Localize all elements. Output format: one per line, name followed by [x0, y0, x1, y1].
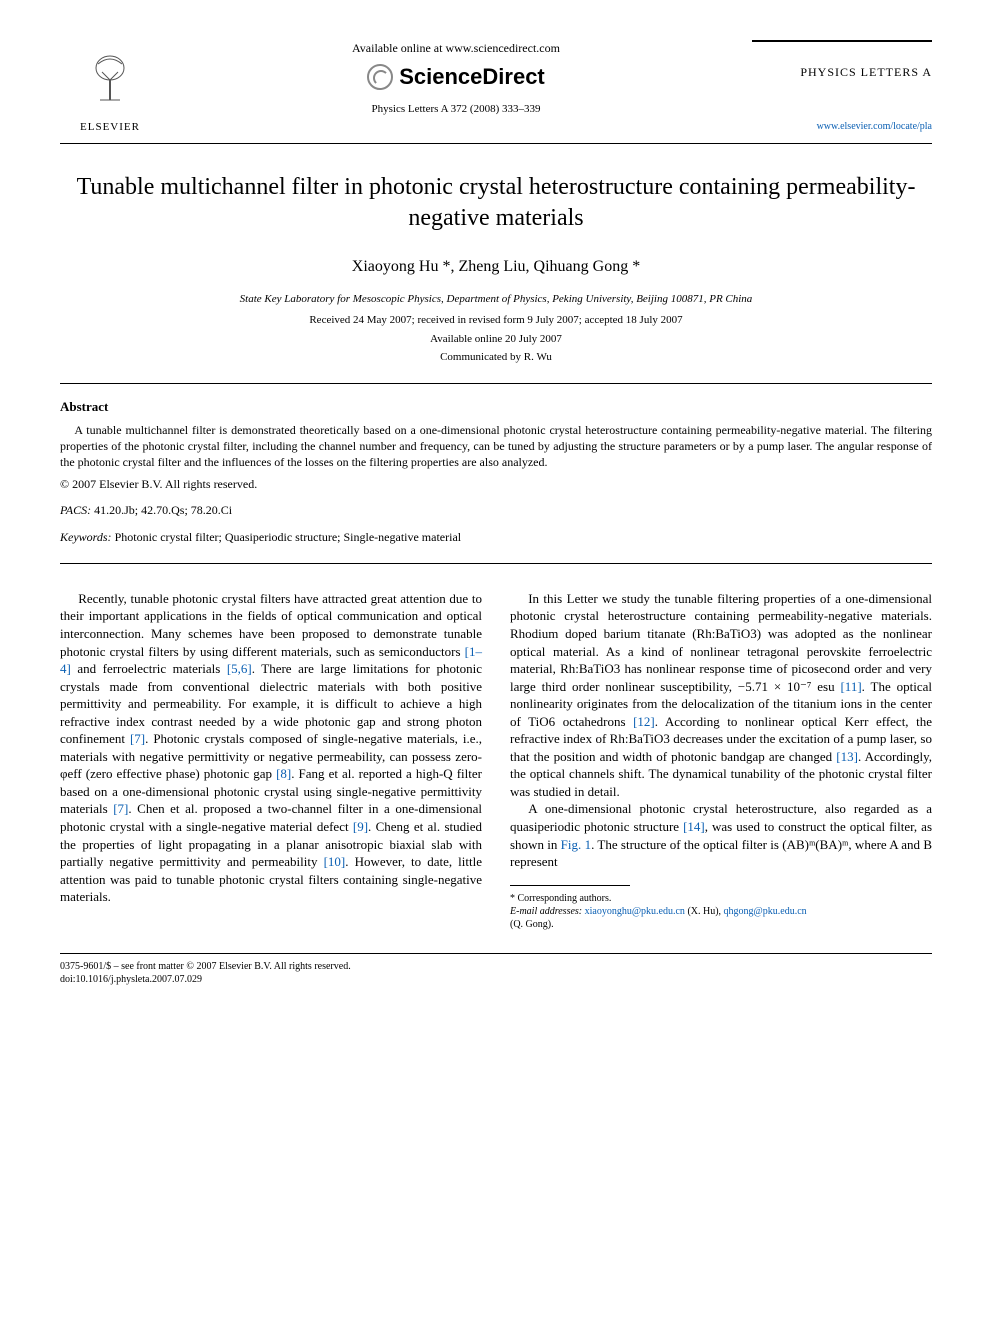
journal-reference: Physics Letters A 372 (2008) 333–339	[170, 102, 742, 117]
abstract-copyright: © 2007 Elsevier B.V. All rights reserved…	[60, 476, 932, 492]
header-right: PHYSICS LETTERS A www.elsevier.com/locat…	[752, 40, 932, 134]
email-label: E-mail addresses:	[510, 906, 582, 917]
paper-title: Tunable multichannel filter in photonic …	[60, 172, 932, 234]
page-header: ELSEVIER Available online at www.science…	[60, 40, 932, 135]
citation-link[interactable]: [14]	[683, 819, 705, 834]
elsevier-tree-icon	[60, 50, 160, 118]
corresponding-author-footnote: * Corresponding authors. E-mail addresse…	[510, 892, 932, 931]
abstract-heading: Abstract	[60, 398, 932, 416]
keywords-line: Keywords: Photonic crystal filter; Quasi…	[60, 529, 932, 545]
pacs-label: PACS:	[60, 503, 91, 517]
affiliation: State Key Laboratory for Mesoscopic Phys…	[60, 292, 932, 307]
corresponding-label: * Corresponding authors.	[510, 892, 932, 905]
abstract-text: A tunable multichannel filter is demonst…	[60, 422, 932, 471]
keywords-label: Keywords:	[60, 530, 112, 544]
citation-link[interactable]: [9]	[353, 819, 368, 834]
authors-line: Xiaoyong Hu *, Zheng Liu, Qihuang Gong *	[60, 256, 932, 278]
available-online-text: Available online at www.sciencedirect.co…	[170, 40, 742, 56]
sciencedirect-wordmark: ScienceDirect	[399, 62, 545, 92]
citation-link[interactable]: [10]	[324, 854, 346, 869]
email-link[interactable]: xiaoyonghu@pku.edu.cn	[585, 906, 685, 917]
body-paragraph-1: Recently, tunable photonic crystal filte…	[60, 590, 482, 906]
sciencedirect-swirl-icon	[367, 64, 393, 90]
publisher-label: ELSEVIER	[60, 120, 160, 135]
publisher-logo-block: ELSEVIER	[60, 40, 160, 135]
citation-link[interactable]: [11]	[840, 679, 861, 694]
sciencedirect-logo: ScienceDirect	[367, 62, 545, 92]
email-name: (X. Hu),	[687, 906, 721, 917]
email-line: E-mail addresses: xiaoyonghu@pku.edu.cn …	[510, 905, 932, 931]
footnote-rule	[510, 885, 630, 886]
body-text: and ferroelectric materials	[71, 661, 227, 676]
citation-link[interactable]: [7]	[130, 731, 145, 746]
body-text: Recently, tunable photonic crystal filte…	[60, 591, 482, 659]
body-paragraph-3: A one-dimensional photonic crystal heter…	[510, 800, 932, 870]
citation-link[interactable]: [12]	[633, 714, 655, 729]
pacs-value: 41.20.Jb; 42.70.Qs; 78.20.Ci	[94, 503, 232, 517]
footer-rule	[60, 953, 932, 954]
citation-link[interactable]: [5,6]	[227, 661, 252, 676]
journal-name: PHYSICS LETTERS A	[752, 64, 932, 80]
pacs-line: PACS: 41.20.Jb; 42.70.Qs; 78.20.Ci	[60, 502, 932, 518]
email-link[interactable]: qhgong@pku.edu.cn	[724, 906, 807, 917]
figure-link[interactable]: Fig. 1	[561, 837, 591, 852]
keywords-value: Photonic crystal filter; Quasiperiodic s…	[115, 530, 462, 544]
abstract-top-rule	[60, 383, 932, 384]
footer-doi: doi:10.1016/j.physleta.2007.07.029	[60, 973, 932, 987]
online-date: Available online 20 July 2007	[60, 332, 932, 347]
title-top-rule	[60, 143, 932, 144]
communicated-by: Communicated by R. Wu	[60, 350, 932, 365]
citation-link[interactable]: [13]	[836, 749, 858, 764]
header-center: Available online at www.sciencedirect.co…	[160, 40, 752, 117]
body-paragraph-2: In this Letter we study the tunable filt…	[510, 590, 932, 801]
article-body: Recently, tunable photonic crystal filte…	[60, 590, 932, 931]
abstract-body: A tunable multichannel filter is demonst…	[60, 422, 932, 471]
footer-copyright: 0375-9601/$ – see front matter © 2007 El…	[60, 960, 932, 974]
abstract-bottom-rule	[60, 563, 932, 564]
citation-link[interactable]: [7]	[113, 801, 128, 816]
header-rule	[752, 40, 932, 42]
journal-url-link[interactable]: www.elsevier.com/locate/pla	[752, 120, 932, 134]
received-dates: Received 24 May 2007; received in revise…	[60, 313, 932, 328]
citation-link[interactable]: [8]	[276, 766, 291, 781]
email-name: (Q. Gong).	[510, 919, 554, 930]
